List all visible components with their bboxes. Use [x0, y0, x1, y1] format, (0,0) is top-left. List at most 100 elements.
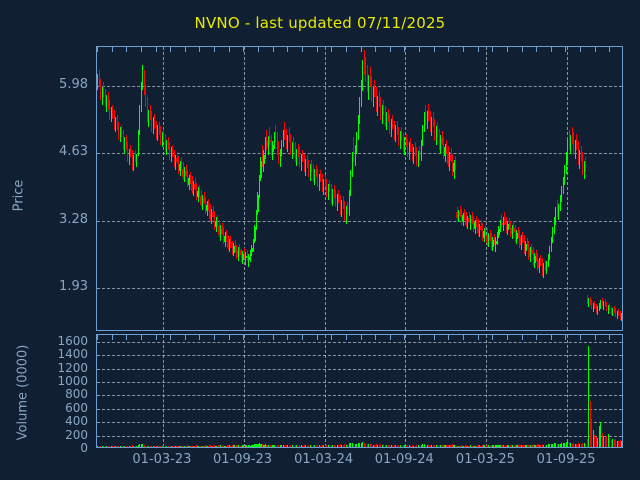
candle-body	[169, 147, 171, 157]
candle-body	[152, 119, 154, 130]
volume-gridline	[97, 355, 622, 357]
volume-axis-title: Volume (0000)	[15, 344, 31, 441]
candle-wick	[588, 297, 590, 307]
candle-body	[315, 171, 317, 176]
volume-bar	[221, 445, 223, 447]
candle-body	[264, 140, 267, 155]
volume-bar	[419, 445, 421, 447]
volume-bar	[173, 445, 175, 447]
candle-body	[555, 210, 557, 221]
candle-body	[279, 151, 281, 160]
volume-bar	[248, 445, 250, 447]
volume-bar	[384, 444, 386, 447]
volume-bar	[335, 444, 337, 447]
candle-body	[345, 208, 347, 218]
candle-body	[254, 227, 256, 241]
volume-bar	[360, 442, 362, 447]
volume-bar	[526, 445, 529, 447]
candle-body	[106, 98, 108, 105]
volume-bar	[529, 444, 531, 447]
candle-body	[600, 301, 602, 306]
volume-bar	[401, 445, 403, 447]
volume-bar	[323, 445, 325, 447]
candle-body	[550, 239, 552, 249]
axis-tick	[97, 47, 98, 52]
candle-wick	[269, 127, 271, 145]
candle-wick	[181, 157, 183, 170]
axis-tick	[272, 47, 274, 52]
volume-bar	[122, 445, 124, 447]
volume-bar	[480, 445, 482, 447]
volume-bar	[387, 445, 389, 447]
candle-body	[320, 176, 322, 181]
candle-body	[399, 133, 401, 143]
volume-bar	[225, 446, 228, 447]
volume-bar	[278, 444, 280, 447]
volume-bar	[169, 445, 171, 447]
candle-body	[579, 153, 581, 162]
chart-title: NVNO - last updated 07/11/2025	[194, 14, 446, 32]
candle-body	[448, 154, 451, 164]
candle-body	[456, 212, 458, 218]
candle-body	[270, 142, 272, 152]
candle-body	[197, 190, 199, 197]
candle-body	[401, 133, 403, 140]
candle-body	[136, 154, 138, 161]
volume-bar	[510, 445, 512, 447]
volume-bar	[381, 444, 383, 447]
candle-body	[417, 152, 419, 162]
candle-body	[441, 137, 443, 144]
candle-wick	[333, 184, 335, 198]
candle-wick	[302, 149, 304, 162]
volume-gridline	[97, 408, 622, 410]
candle-body	[183, 170, 186, 177]
candle-body	[284, 132, 286, 137]
volume-bar	[426, 444, 428, 447]
candle-body	[154, 119, 156, 127]
axis-tick	[126, 47, 128, 52]
price-y-tick-label: 5.98	[59, 76, 88, 92]
candle-body	[167, 142, 169, 148]
candle-body	[344, 207, 346, 218]
volume-bar	[579, 443, 581, 447]
axis-tick	[404, 335, 406, 340]
candle-body	[258, 177, 261, 195]
candle-body	[145, 92, 147, 105]
volume-bar	[252, 445, 255, 447]
candle-body	[142, 82, 144, 86]
candle-body	[537, 259, 539, 268]
candle-wick	[468, 211, 470, 223]
volume-bar	[375, 444, 377, 447]
candle-body	[432, 119, 434, 126]
volume-bar	[442, 444, 445, 447]
candle-body	[365, 70, 367, 77]
candle-body	[520, 237, 523, 245]
candle-body	[576, 142, 578, 149]
candle-body	[192, 183, 195, 191]
date-gridline	[486, 47, 488, 330]
volume-bar	[362, 442, 364, 447]
volume-bar	[249, 445, 252, 447]
candle-body	[604, 302, 606, 306]
axis-tick	[389, 335, 391, 340]
volume-bar	[559, 443, 561, 447]
volume-bar	[408, 445, 410, 447]
axis-tick	[477, 335, 479, 340]
volume-bar	[149, 446, 151, 447]
volume-bar	[245, 445, 247, 447]
volume-bar	[318, 445, 320, 447]
volume-gridline	[97, 341, 622, 343]
volume-bar	[236, 444, 238, 447]
volume-bar	[377, 444, 379, 447]
candle-body	[442, 143, 445, 156]
volume-bar	[104, 446, 106, 447]
volume-bar	[434, 444, 436, 447]
volume-bar	[610, 439, 612, 447]
date-gridline	[405, 47, 407, 330]
candle-body	[574, 142, 576, 152]
volume-bar	[172, 446, 174, 447]
candle-body	[98, 79, 100, 85]
candle-body	[158, 127, 160, 133]
volume-y-tick-label: 1000	[57, 373, 88, 388]
volume-bar	[179, 445, 181, 447]
